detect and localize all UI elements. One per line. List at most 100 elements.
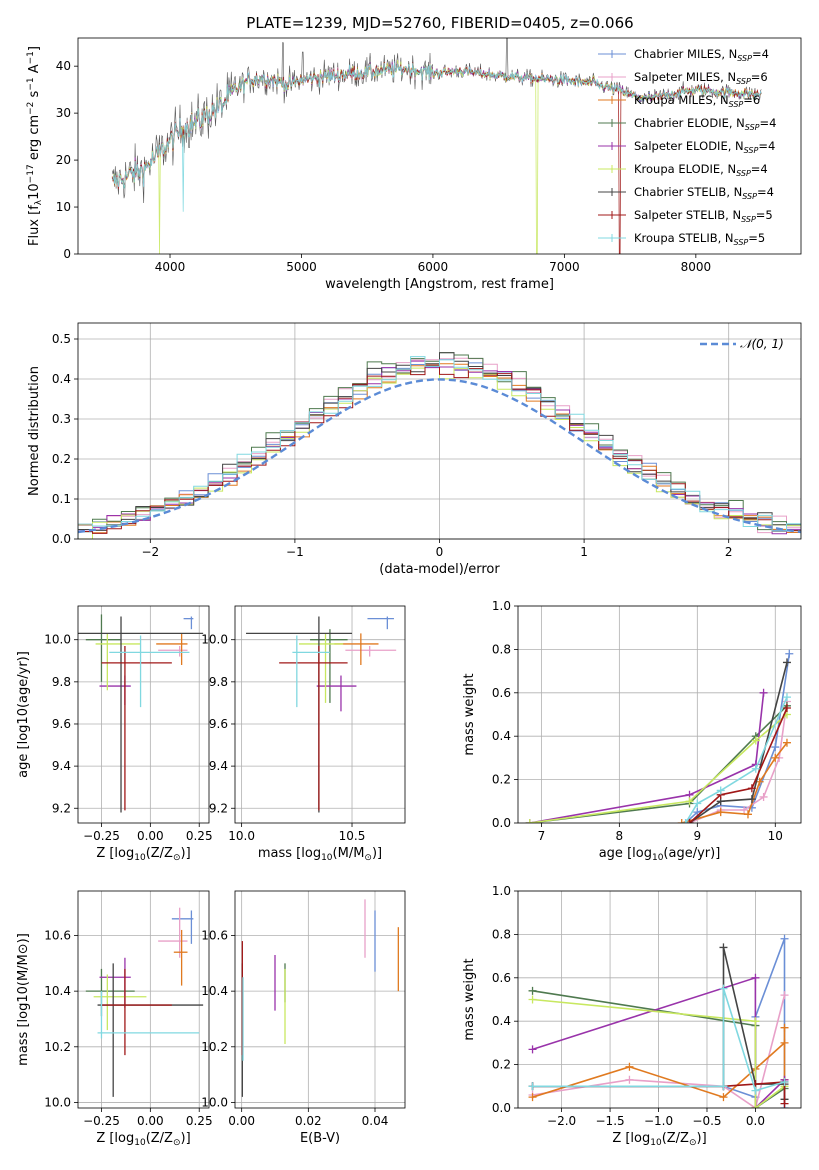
x-axis-label-part: 10 — [650, 1138, 662, 1148]
massweight-marker — [528, 995, 537, 1004]
massweight-line — [685, 653, 791, 823]
y-tick-label: 9.2 — [52, 801, 71, 815]
x-tick-label: −1.0 — [644, 1114, 673, 1128]
errorbar-point — [99, 957, 131, 1008]
massweight-series — [685, 658, 791, 823]
legend-label: Kroupa ELODIE, NSSP=4 — [634, 162, 768, 178]
y-tick-label: 10.0 — [201, 1095, 228, 1109]
x-tick-label: 0.04 — [362, 1114, 389, 1128]
x-tick-label: 5000 — [286, 260, 317, 274]
y-axis-label-part: 10 — [16, 708, 31, 725]
plot-area — [78, 614, 204, 813]
massweight-marker — [780, 991, 789, 1000]
errorbar-point — [78, 616, 204, 813]
y-tick-label: 9.8 — [52, 675, 71, 689]
normal-pdf-curve — [78, 378, 801, 534]
x-axis-label-part: Z [log — [96, 1131, 134, 1146]
legend-label-sub: SSP — [741, 215, 756, 224]
x-tick-label: 0.00 — [228, 1114, 255, 1128]
x-axis-label-part: )] — [181, 1131, 191, 1146]
x-tick-label: −2 — [141, 545, 159, 559]
y-axis-label-part: −17 — [26, 164, 36, 183]
y-axis-label-part: (M/M — [16, 954, 31, 986]
errorbar-point — [279, 646, 348, 811]
massweight-line — [689, 662, 788, 823]
y-tick-label: 10 — [56, 200, 71, 214]
plot-area — [528, 934, 789, 1108]
massweight-marker — [751, 1104, 760, 1108]
panel-residual_hist: −2 −1 0 1 2 0.0 0.1 0.2 0.3 0.4 0.5 (data-model)/er… — [27, 322, 802, 577]
legend-label-tail: =5 — [756, 208, 773, 222]
y-tick-label: 9.6 — [209, 717, 228, 731]
y-tick-label: 0.4 — [492, 1014, 511, 1028]
y-tick-label: 9.4 — [52, 759, 71, 773]
y-axis-label-part: erg cm — [27, 115, 42, 164]
x-tick-label: 0.25 — [186, 1114, 213, 1128]
axes-frame — [77, 37, 802, 255]
x-tick-label: −0.5 — [692, 1114, 721, 1128]
panel-age_vs_Z: −0.25 0.00 0.259.29.49.69.810.0Z [log10(Z/… — [16, 605, 213, 863]
y-tick-label: 10.6 — [44, 929, 71, 943]
massweight-marker — [525, 819, 534, 823]
grid-lines — [235, 891, 405, 1108]
x-axis-label-part: age [log — [599, 846, 652, 861]
x-axis-label: Z [log10(Z/Z⊙)] — [612, 1131, 706, 1148]
massweight-marker — [782, 658, 791, 667]
y-axis-label-part: Flux [f — [27, 205, 42, 246]
errorbar-point — [292, 635, 330, 708]
legend-label-main: Salpeter STELIB, N — [634, 208, 741, 222]
massweight-marker — [719, 1082, 728, 1091]
massweight-marker — [681, 819, 690, 823]
x-axis-label-part: Z [log — [96, 846, 134, 861]
x-tick-label: −1.5 — [596, 1114, 625, 1128]
massweight-marker — [716, 786, 725, 795]
errorbar-point — [183, 616, 194, 630]
errorbar-point — [246, 616, 353, 813]
legend-label-main: Chabrier ELODIE, N — [634, 116, 745, 130]
legend-label-sub: SSP — [734, 238, 749, 247]
legend-label-main: Salpeter MILES, N — [634, 70, 736, 84]
legend-label: Salpeter MILES, NSSP=6 — [634, 70, 768, 86]
y-tick-label: 0.6 — [492, 686, 511, 700]
plot-area — [246, 616, 397, 813]
x-axis-label-part: ⊙ — [689, 1138, 697, 1148]
y-tick-label: 0.2 — [492, 1058, 511, 1072]
legend-label-tail: =4 — [752, 47, 769, 61]
axes-frame — [77, 890, 210, 1109]
x-axis-label-part: (Z/Z — [146, 846, 173, 861]
legend-label: Salpeter ELODIE, NSSP=4 — [634, 139, 775, 155]
grid-lines — [78, 606, 209, 823]
x-tick-label: 4000 — [155, 260, 186, 274]
y-tick-label: 0.4 — [52, 372, 71, 386]
x-axis-label: Z [log10(Z/Z⊙)] — [96, 1131, 190, 1148]
massweight-marker — [719, 1093, 728, 1102]
errorbar-point — [97, 991, 200, 1039]
panel-massweight_vs_Z: −2.0 −1.5 −1.0 −0.5 0.0 0.0 0.2 0.4 0.6 0.8 1.0 Z [… — [462, 884, 802, 1148]
x-tick-label: 1 — [580, 545, 588, 559]
x-axis-label: mass [log10(M/M⊙)] — [258, 846, 382, 863]
massweight-marker — [528, 1082, 537, 1091]
grid-lines — [235, 606, 405, 823]
legend-label: Chabrier MILES, NSSP=4 — [634, 47, 769, 63]
legend-label-main: Kroupa MILES, N — [634, 93, 729, 107]
x-axis-label-part: (M/M — [333, 846, 365, 861]
y-axis-label-part: 10 — [27, 183, 42, 200]
grid-lines — [518, 890, 801, 1109]
spectrum-line — [112, 60, 762, 254]
massweight-marker — [719, 984, 728, 993]
x-tick-label: 2 — [725, 545, 733, 559]
massweight-series — [525, 710, 791, 823]
massweight-marker — [685, 819, 694, 823]
y-tick-label: 0 — [63, 247, 71, 261]
x-axis-label: E(B-V) — [300, 1131, 340, 1146]
massweight-marker — [625, 1075, 634, 1084]
x-tick-label: 0.0 — [746, 1114, 765, 1128]
legend-label-tail: =6 — [743, 93, 760, 107]
massweight-marker — [780, 1023, 789, 1032]
errorbar-point — [101, 646, 172, 811]
massweight-marker — [751, 764, 760, 773]
y-axis-label: Flux [fλ10−17 erg cm−2 s−1 A−1] — [26, 46, 44, 246]
y-axis-label-part: −2 — [26, 102, 36, 115]
